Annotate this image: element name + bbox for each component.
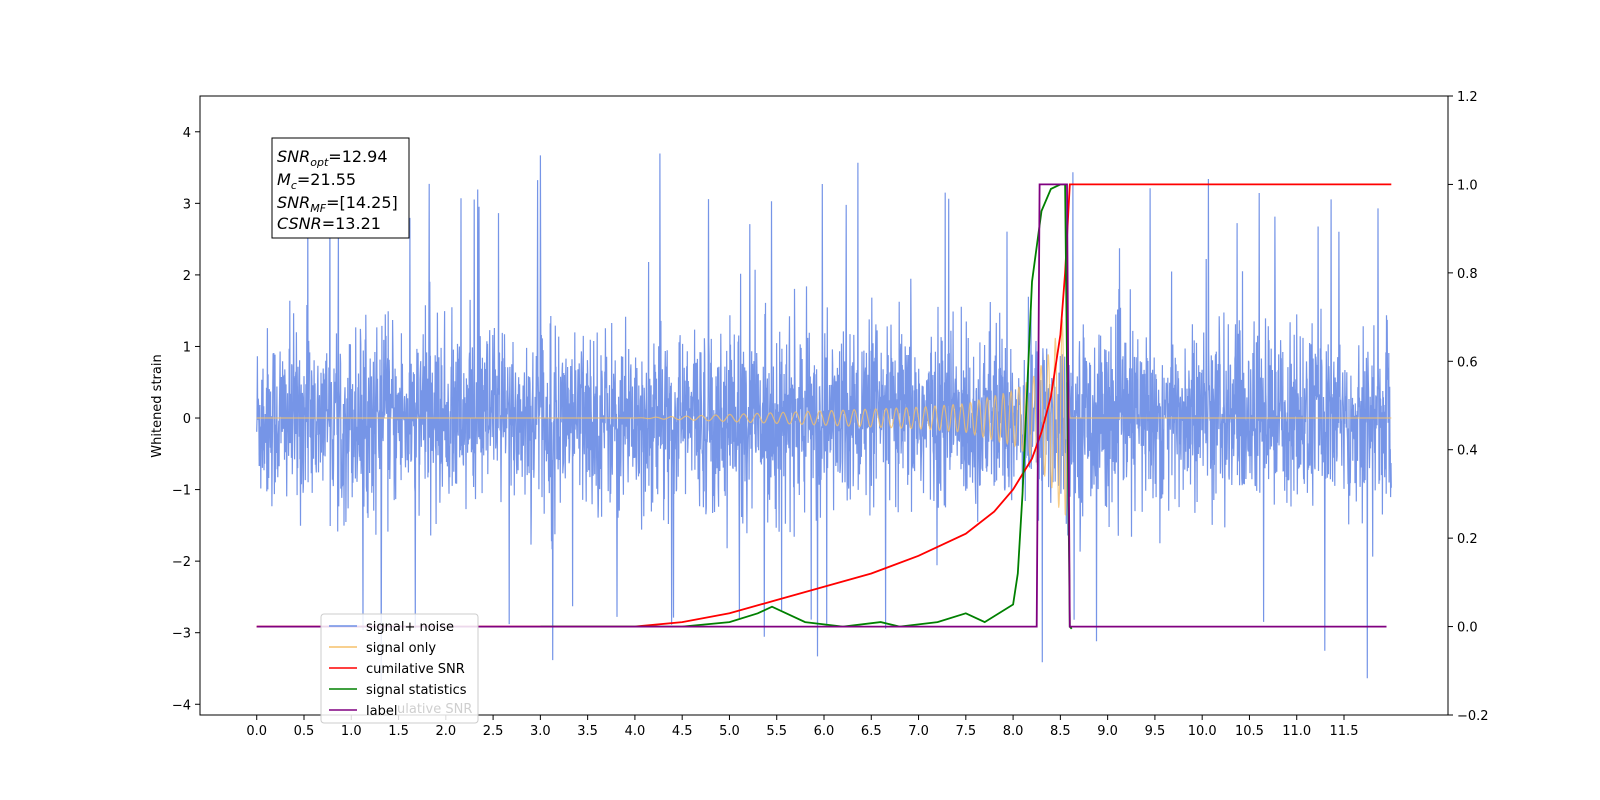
legend-label-signal-only: signal only bbox=[366, 641, 436, 656]
stats-box: SNRopt=12.94 Mc=21.55 SNRMF=[14.25] CSNR… bbox=[271, 137, 410, 239]
x-tick-label: 9.5 bbox=[1145, 724, 1166, 739]
y-left-tick-label: 0 bbox=[183, 412, 191, 427]
signal-noise-line bbox=[256, 153, 1392, 681]
x-tick-label: 11.0 bbox=[1282, 724, 1311, 739]
stats-snr-opt: SNRopt=12.94 bbox=[277, 147, 388, 169]
signal-only-line bbox=[256, 318, 1392, 517]
x-tick-label: 2.0 bbox=[435, 724, 456, 739]
y-left-tick-label: 3 bbox=[183, 197, 191, 212]
y-left-tick-label: 1 bbox=[183, 340, 191, 355]
legend-label-label: label bbox=[366, 704, 397, 719]
x-tick-label: 8.5 bbox=[1050, 724, 1071, 739]
signal-only-series bbox=[256, 318, 1392, 517]
y-right-tick-label: 0.4 bbox=[1457, 444, 1478, 459]
legend-label-signal-statistics: signal statistics bbox=[366, 683, 467, 698]
y-axis-right: 1.2 1.0 0.8 0.6 0.4 0.2 0.0 −0.2 bbox=[1448, 90, 1489, 724]
x-axis: 0.0 0.5 1.0 1.5 2.0 2.5 3.0 3.5 4.0 4.5 5.0 5.5 6.0 6… bbox=[246, 715, 1358, 739]
stats-box-frame bbox=[271, 137, 410, 239]
legend-label-signal-noise: signal+ noise bbox=[366, 620, 454, 635]
y-right-tick-label: 0.6 bbox=[1457, 355, 1478, 370]
x-tick-label: 7.5 bbox=[955, 724, 976, 739]
y-right-tick-label: 1.2 bbox=[1457, 90, 1478, 105]
x-tick-label: 1.5 bbox=[388, 724, 409, 739]
x-tick-label: 2.5 bbox=[483, 724, 504, 739]
y-left-tick-label: −4 bbox=[172, 698, 191, 713]
stats-csnr: CSNR=13.21 bbox=[277, 214, 381, 233]
x-tick-label: 4.0 bbox=[625, 724, 646, 739]
y-right-tick-label: 0.2 bbox=[1457, 532, 1478, 547]
y-left-tick-label: −3 bbox=[172, 627, 191, 642]
x-tick-label: 3.0 bbox=[530, 724, 551, 739]
y-left-tick-label: −2 bbox=[172, 555, 191, 570]
legend-overlap-text: ulative SNR bbox=[397, 702, 472, 717]
x-tick-label: 7.0 bbox=[908, 724, 929, 739]
y-left-tick-label: −1 bbox=[172, 484, 191, 499]
x-tick-label: 8.0 bbox=[1003, 724, 1024, 739]
x-tick-label: 4.5 bbox=[672, 724, 693, 739]
x-tick-label: 6.5 bbox=[861, 724, 882, 739]
y-axis-title: Whitened strain bbox=[150, 354, 165, 457]
x-tick-label: 6.0 bbox=[814, 724, 835, 739]
y-right-tick-label: 0.8 bbox=[1457, 267, 1478, 282]
x-tick-label: 5.0 bbox=[719, 724, 740, 739]
legend: ulative SNR signal+ noise signal only cu… bbox=[320, 613, 479, 724]
legend-frame bbox=[320, 613, 479, 724]
y-axis-left: 4 3 2 1 0 −1 −2 −3 −4 bbox=[172, 126, 200, 713]
label-line bbox=[256, 183, 1387, 628]
y-right-tick-label: −0.2 bbox=[1457, 709, 1489, 724]
y-right-tick-label: 1.0 bbox=[1457, 178, 1478, 193]
signal-statistics-line bbox=[540, 183, 1073, 630]
y-right-tick-label: 0.0 bbox=[1457, 621, 1478, 636]
stats-snr-mf: SNRMF=[14.25] bbox=[277, 193, 398, 215]
x-tick-label: 0.5 bbox=[294, 724, 315, 739]
x-tick-label: 3.5 bbox=[577, 724, 598, 739]
x-tick-label: 9.0 bbox=[1097, 724, 1118, 739]
x-tick-label: 10.5 bbox=[1235, 724, 1264, 739]
x-tick-label: 5.5 bbox=[766, 724, 787, 739]
stats-mc: Mc=21.55 bbox=[277, 170, 356, 192]
legend-label-cumulative-snr: cumilative SNR bbox=[366, 662, 465, 677]
x-tick-label: 0.0 bbox=[246, 724, 267, 739]
x-tick-label: 11.5 bbox=[1330, 724, 1359, 739]
y-left-tick-label: 2 bbox=[183, 269, 191, 284]
y-left-tick-label: 4 bbox=[183, 126, 191, 141]
signal-noise-series bbox=[256, 153, 1392, 681]
cumulative-snr-line bbox=[256, 183, 1392, 628]
x-tick-label: 10.0 bbox=[1188, 724, 1217, 739]
x-tick-label: 1.0 bbox=[341, 724, 362, 739]
